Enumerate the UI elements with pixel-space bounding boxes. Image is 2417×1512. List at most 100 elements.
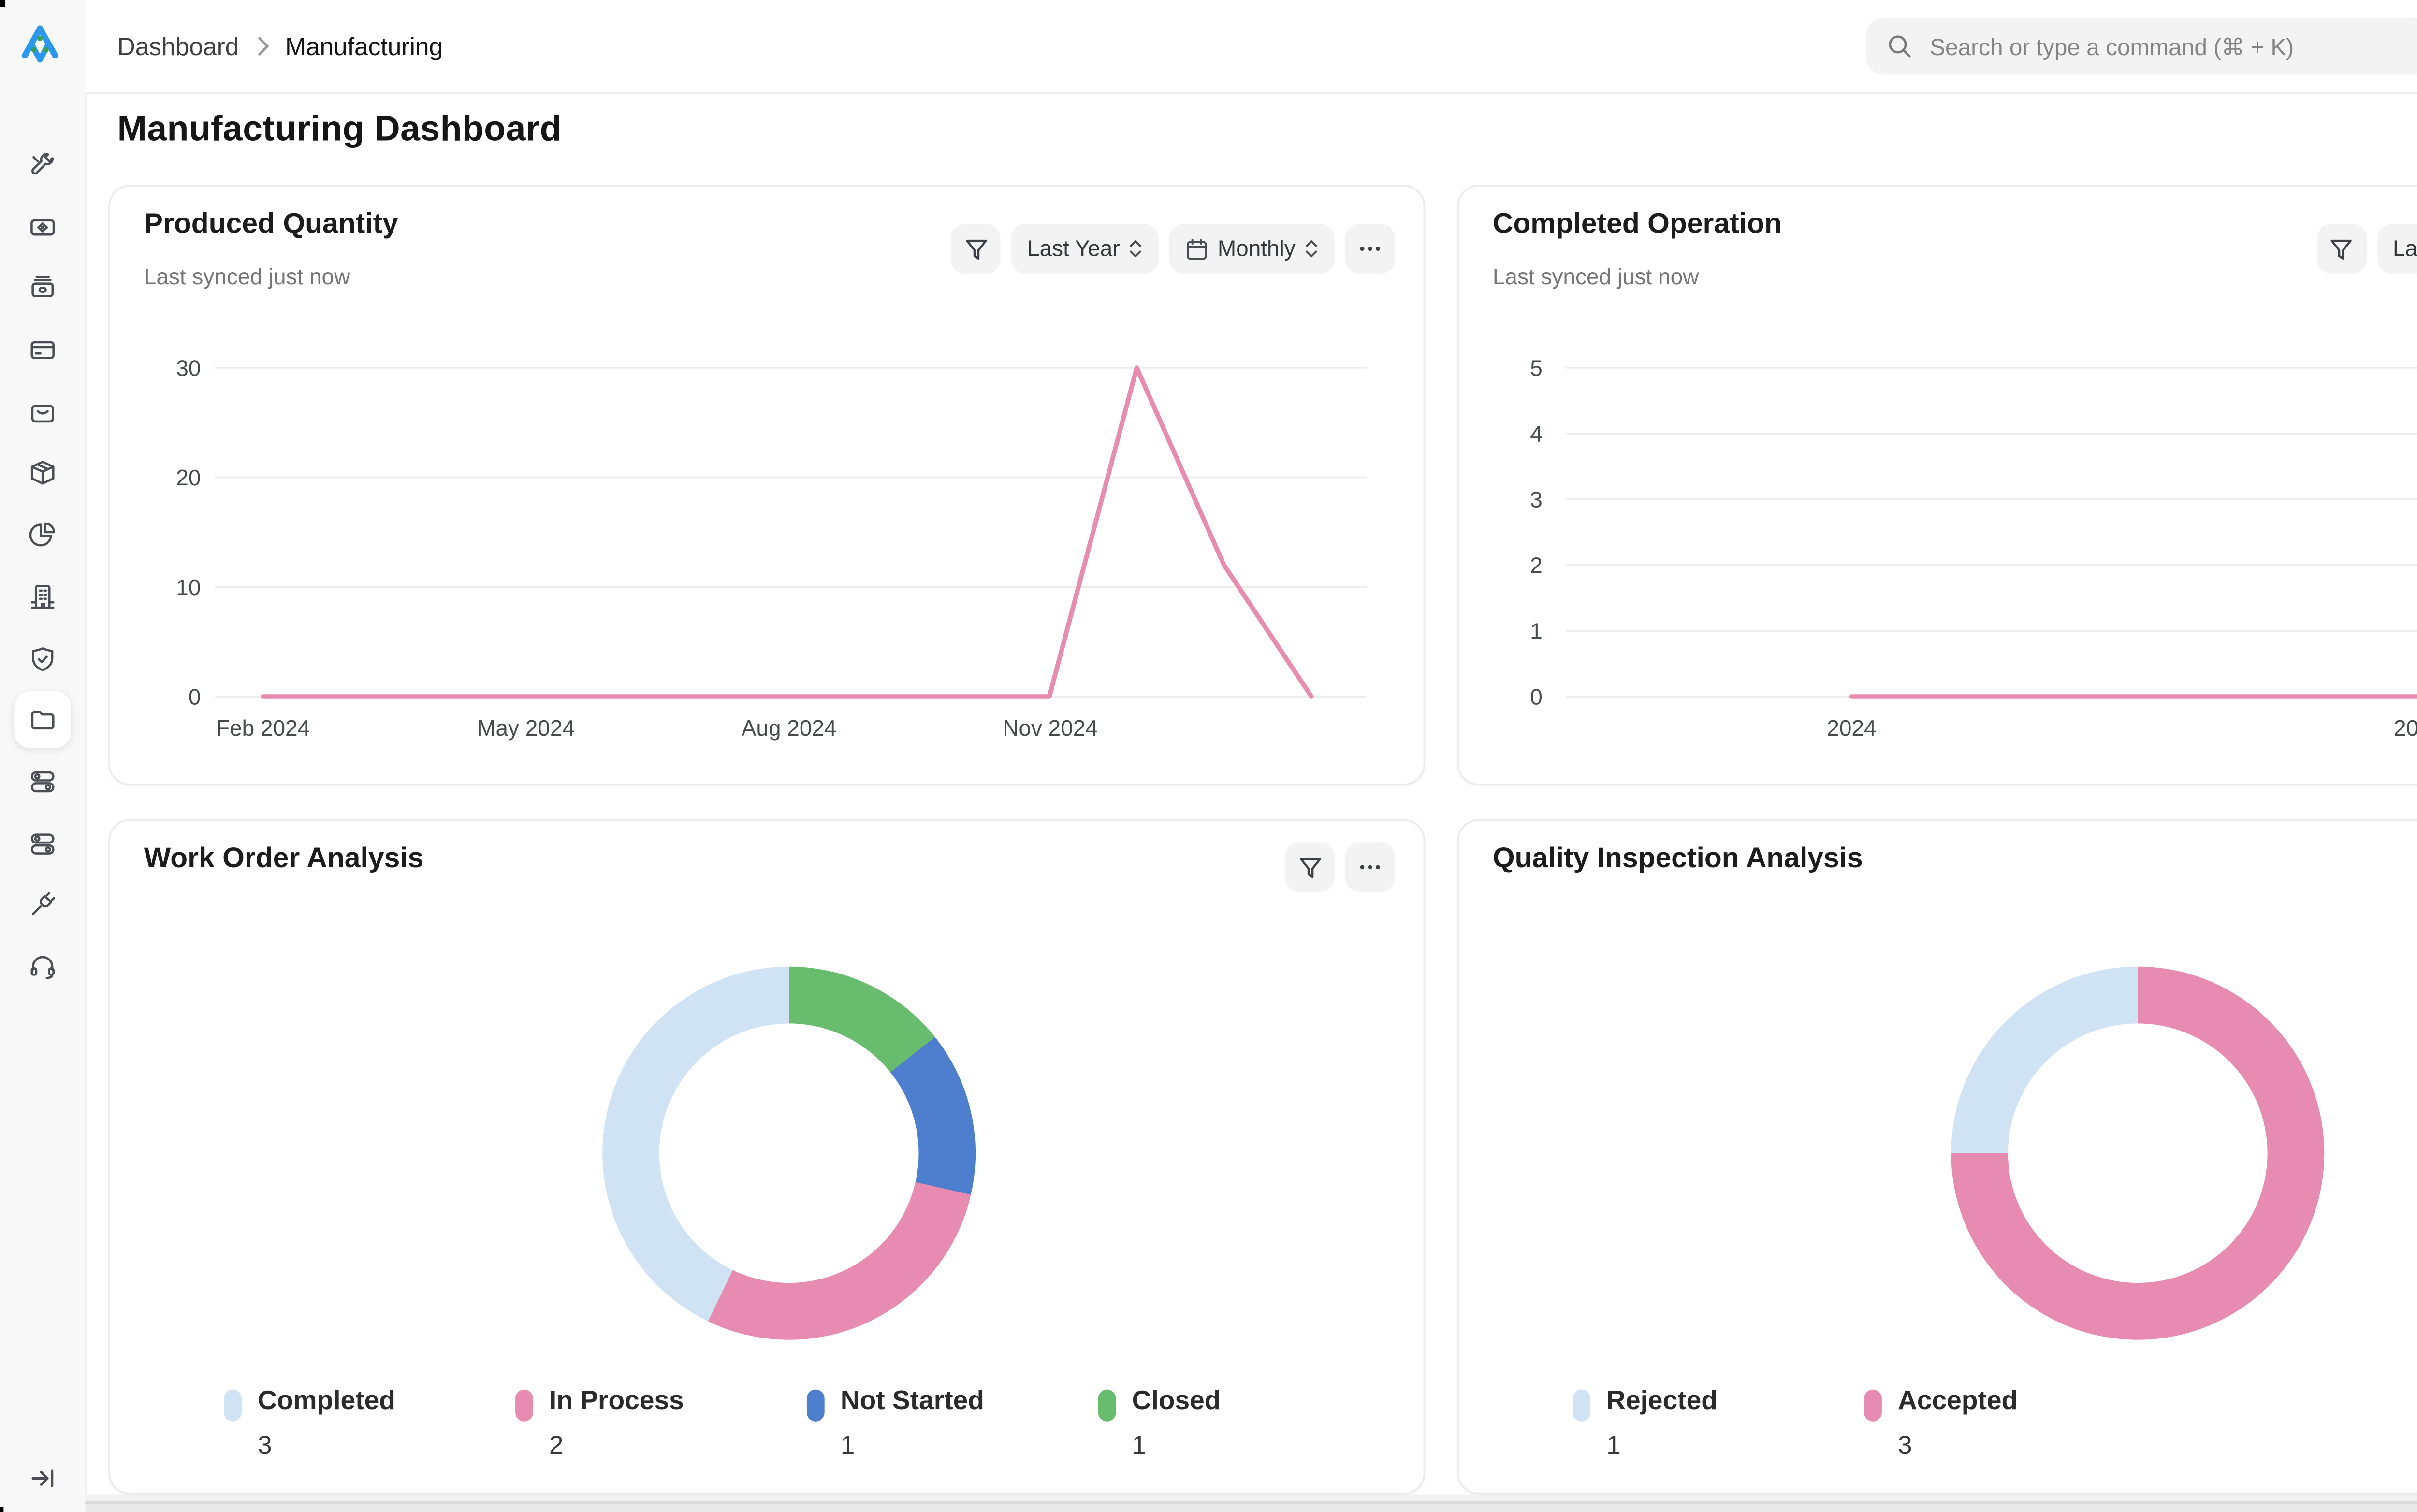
legend-item: Rejected 1 — [1573, 1386, 1864, 1460]
chevron-right-icon — [255, 36, 269, 57]
svg-text:3: 3 — [1530, 487, 1543, 512]
svg-text:5: 5 — [1530, 355, 1543, 380]
card-controls: Last Year Monthly — [950, 224, 1395, 274]
svg-text:1: 1 — [1530, 619, 1543, 644]
range-select[interactable]: Last Year — [2376, 224, 2417, 274]
banknote-icon[interactable] — [29, 213, 57, 241]
svg-text:Aug 2024: Aug 2024 — [742, 715, 837, 741]
legend-label: Rejected — [1606, 1386, 1718, 1416]
toggles-icon[interactable] — [29, 768, 57, 796]
card-work-order-analysis: Work Order Analysis Completed 3 In Process… — [108, 819, 1426, 1495]
card-menu-button[interactable] — [1345, 224, 1395, 274]
filter-button[interactable] — [2316, 224, 2366, 274]
legend-item: Accepted 3 — [1864, 1386, 2155, 1460]
svg-text:Feb 2024: Feb 2024 — [216, 715, 310, 741]
last-synced-text: Last synced just now — [144, 264, 350, 290]
legend-value: 1 — [1606, 1431, 1621, 1460]
breadcrumb: Dashboard Manufacturing — [117, 0, 443, 92]
pie-chart-icon[interactable] — [29, 521, 57, 550]
card-completed-operation: Completed Operation Last synced just now… — [1457, 185, 2417, 785]
svg-text:30: 30 — [176, 355, 201, 380]
donut-hole — [2008, 1023, 2268, 1283]
legend-label: Closed — [1132, 1386, 1221, 1416]
svg-text:May 2024: May 2024 — [477, 715, 575, 741]
legend-item: Completed 3 — [224, 1386, 515, 1460]
legend-value: 1 — [840, 1431, 855, 1460]
page-title: Manufacturing Dashboard — [117, 110, 562, 149]
range-select[interactable]: Last Year — [1011, 224, 1159, 274]
svg-text:2025: 2025 — [2394, 715, 2417, 741]
shopping-bag-icon[interactable] — [29, 398, 57, 426]
card-menu-button[interactable] — [1345, 842, 1395, 892]
legend-label: Accepted — [1897, 1386, 2018, 1416]
sort-chevrons-icon — [1306, 240, 1317, 258]
plug-icon[interactable] — [29, 891, 57, 919]
breadcrumb-manufacturing[interactable]: Manufacturing — [285, 32, 443, 60]
donut-hole — [659, 1023, 919, 1283]
svg-text:10: 10 — [176, 575, 201, 600]
card-title: Produced Quantity — [144, 209, 398, 240]
legend-item: Not Started 1 — [806, 1386, 1098, 1460]
folder-icon[interactable] — [14, 691, 72, 749]
chart-legend: Rejected 1 Accepted 3 — [1573, 1386, 2155, 1460]
donut-chart-quality-inspection — [1951, 966, 2325, 1340]
legend-label: Completed — [258, 1386, 395, 1416]
legend-value: 2 — [549, 1431, 564, 1460]
card-title: Work Order Analysis — [144, 844, 424, 874]
headset-icon[interactable] — [29, 952, 57, 981]
legend-value: 1 — [1132, 1431, 1147, 1460]
legend-label: Not Started — [840, 1386, 984, 1416]
sort-chevrons-icon — [1130, 240, 1142, 258]
credit-card-icon[interactable] — [29, 336, 57, 364]
range-select-label: Last Year — [2392, 236, 2417, 262]
building-icon[interactable] — [29, 582, 57, 611]
range-select-label: Last Year — [1027, 236, 1120, 262]
card-quality-inspection-analysis: Quality Inspection Analysis Rejected 1 Acc… — [1457, 819, 2417, 1495]
shield-check-icon[interactable] — [29, 644, 57, 673]
card-controls — [1284, 842, 1395, 892]
legend-item: Closed 1 — [1098, 1386, 1390, 1460]
chart-legend: Completed 3 In Process 2 Not Started 1 Closed 1 — [224, 1386, 1389, 1460]
card-title: Quality Inspection Analysis — [1492, 844, 1863, 874]
filter-button[interactable] — [950, 224, 1001, 274]
svg-text:4: 4 — [1530, 421, 1543, 446]
card-produced-quantity: Produced Quantity Last synced just now L… — [108, 185, 1426, 785]
svg-text:20: 20 — [176, 465, 201, 490]
next-row-clipped-edge — [85, 1494, 2417, 1512]
frequency-select[interactable]: Monthly — [1169, 224, 1335, 274]
window-corner — [0, 1507, 4, 1512]
donut-chart-work-order — [602, 966, 976, 1340]
legend-value: 3 — [258, 1431, 272, 1460]
search-icon — [1889, 35, 1911, 58]
toggles-icon[interactable] — [29, 829, 57, 858]
legend-marker — [1098, 1389, 1116, 1422]
search-input[interactable] — [1926, 31, 2408, 61]
frequency-select-label: Monthly — [1217, 236, 1296, 262]
legend-label: In Process — [549, 1386, 684, 1416]
svg-text:Nov 2024: Nov 2024 — [1003, 715, 1098, 741]
sidebar-expand-icon[interactable] — [29, 1464, 57, 1493]
card-title: Completed Operation — [1492, 209, 1782, 240]
legend-marker — [1864, 1389, 1882, 1422]
sidebar — [0, 0, 87, 1512]
svg-text:2: 2 — [1530, 553, 1543, 578]
package-icon[interactable] — [29, 459, 57, 488]
legend-item: In Process 2 — [515, 1386, 807, 1460]
global-search[interactable] — [1865, 17, 2417, 75]
cash-register-icon[interactable] — [29, 274, 57, 303]
svg-text:0: 0 — [1530, 684, 1543, 710]
legend-marker — [806, 1389, 825, 1422]
legend-marker — [515, 1389, 533, 1422]
sidebar-nav — [0, 151, 85, 980]
last-synced-text: Last synced just now — [1492, 264, 1699, 290]
svg-text:0: 0 — [189, 684, 201, 710]
card-controls: Last Year Yearly — [2316, 224, 2417, 274]
breadcrumb-dashboard[interactable]: Dashboard — [117, 32, 239, 60]
filter-button[interactable] — [1284, 842, 1335, 892]
legend-marker — [224, 1389, 242, 1422]
legend-value: 3 — [1897, 1431, 1912, 1460]
app-logo-icon[interactable] — [16, 23, 64, 71]
tools-icon[interactable] — [29, 151, 57, 179]
calendar-icon — [1187, 238, 1208, 259]
